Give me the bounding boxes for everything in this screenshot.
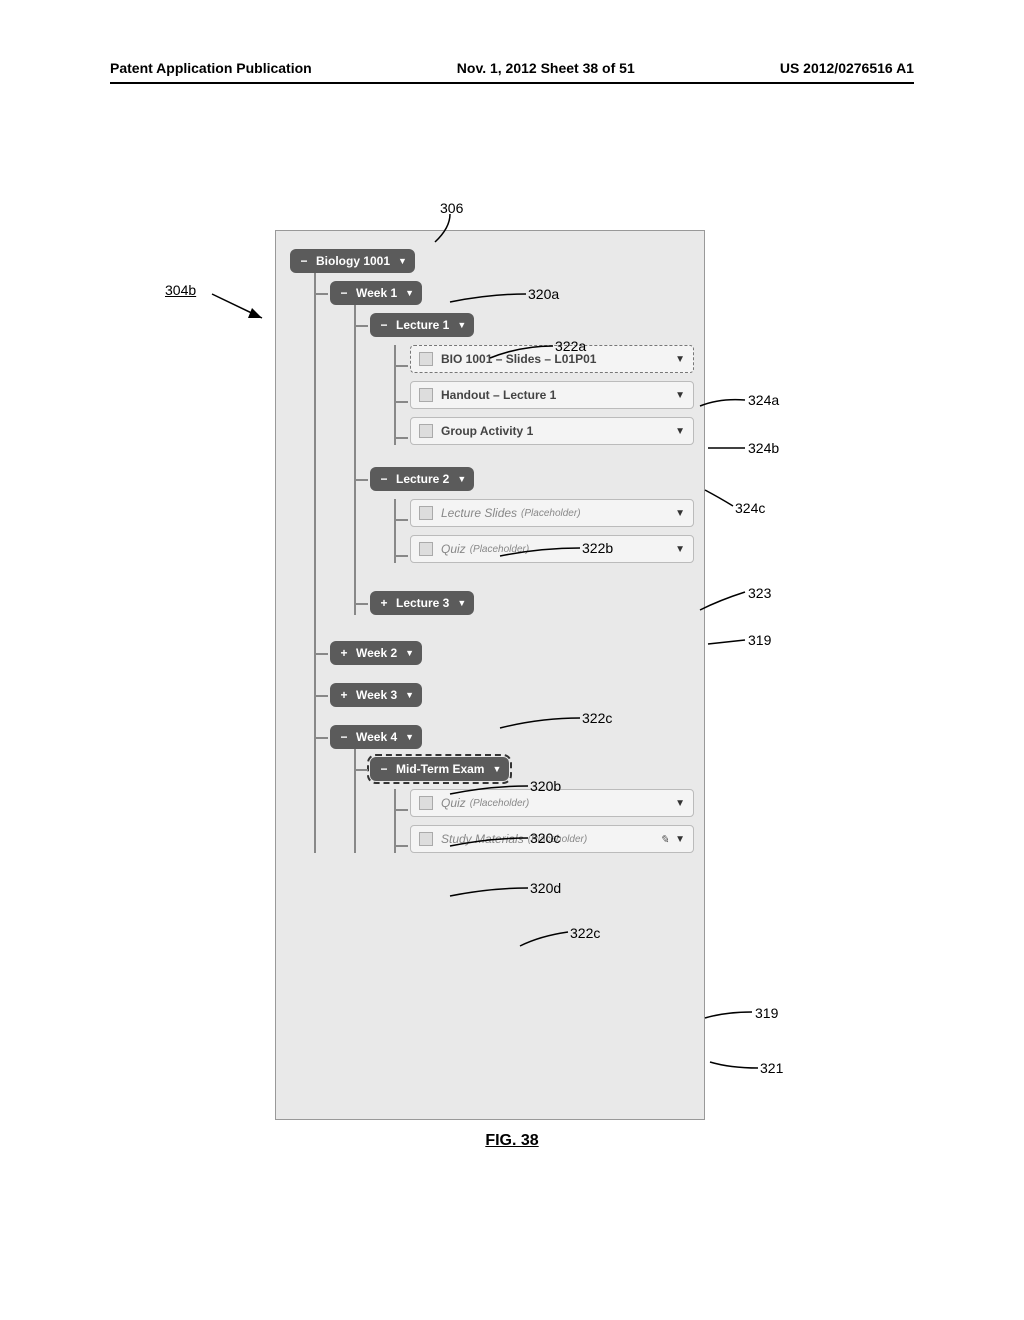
lecture-node[interactable]: + Lecture 3 ▼ — [370, 591, 474, 615]
chevron-down-icon[interactable]: ▼ — [457, 474, 466, 484]
chevron-down-icon[interactable]: ▼ — [405, 732, 414, 742]
content-leaf-activity[interactable]: Group Activity 1 ▼ — [410, 417, 694, 445]
header-center: Nov. 1, 2012 Sheet 38 of 51 — [457, 60, 635, 76]
leaf-label: Study Materials — [441, 832, 524, 846]
content-leaf-slides[interactable]: BIO 1001 – Slides – L01P01 ▼ — [410, 345, 694, 373]
week-node[interactable]: + Week 2 ▼ — [330, 641, 422, 665]
chevron-down-icon[interactable]: ▼ — [457, 598, 466, 608]
expand-icon[interactable]: + — [378, 596, 390, 610]
collapse-icon[interactable]: − — [378, 762, 390, 776]
chevron-down-icon[interactable]: ▼ — [457, 320, 466, 330]
ref-322a: 322a — [555, 338, 586, 354]
quiz-icon — [419, 542, 433, 556]
ref-321: 321 — [760, 1060, 783, 1076]
header-left: Patent Application Publication — [110, 60, 312, 76]
ref-324a: 324a — [748, 392, 779, 408]
collapse-icon[interactable]: − — [298, 254, 310, 268]
ref-304b: 304b — [165, 282, 196, 298]
week-label: Week 3 — [356, 688, 397, 702]
edit-icon[interactable]: ✎ — [660, 833, 669, 846]
ref-319: 319 — [748, 632, 771, 648]
expand-icon[interactable]: + — [338, 646, 350, 660]
chevron-down-icon[interactable]: ▼ — [492, 764, 501, 774]
ref-306: 306 — [440, 200, 463, 216]
chevron-down-icon[interactable]: ▼ — [675, 426, 685, 437]
chevron-down-icon[interactable]: ▼ — [405, 648, 414, 658]
ref-324c: 324c — [735, 500, 765, 516]
lecture-label: Lecture 2 — [396, 472, 449, 486]
leaf-suffix: (Placeholder) — [521, 508, 580, 519]
expand-icon[interactable]: + — [338, 688, 350, 702]
figure-caption: FIG. 38 — [0, 1132, 1024, 1150]
week-node[interactable]: − Week 4 ▼ — [330, 725, 422, 749]
week-node[interactable]: + Week 3 ▼ — [330, 683, 422, 707]
collapse-icon[interactable]: − — [338, 286, 350, 300]
leaf-label: Handout – Lecture 1 — [441, 388, 556, 402]
ref-322b: 322b — [582, 540, 613, 556]
collapse-icon[interactable]: − — [338, 730, 350, 744]
header-rule — [110, 82, 914, 84]
root-label: Biology 1001 — [316, 254, 390, 268]
root-children: − Week 1 ▼ − Lecture 1 ▼ — [314, 273, 694, 853]
ref-319-bot: 319 — [755, 1005, 778, 1021]
chevron-down-icon[interactable]: ▼ — [675, 508, 685, 519]
leaf-label: BIO 1001 – Slides – L01P01 — [441, 352, 596, 366]
ref-320b: 320b — [530, 778, 561, 794]
lecture1-children: BIO 1001 – Slides – L01P01 ▼ Handout – L… — [394, 345, 694, 445]
slides-icon — [419, 506, 433, 520]
ref-322c: 322c — [582, 710, 612, 726]
week-label: Week 1 — [356, 286, 397, 300]
week4-children: − Mid-Term Exam ▼ Quiz (Placeholder) ▼ — [354, 749, 694, 853]
course-tree-panel: − Biology 1001 ▼ − Week 1 ▼ − Lecture 1 … — [275, 230, 705, 1120]
quiz-icon — [419, 796, 433, 810]
ref-324b: 324b — [748, 440, 779, 456]
lecture2-children: Lecture Slides (Placeholder) ▼ Quiz (Pla… — [394, 499, 694, 563]
week1-children: − Lecture 1 ▼ BIO 1001 – Slides – L01P01… — [354, 305, 694, 615]
chevron-down-icon[interactable]: ▼ — [405, 288, 414, 298]
chevron-down-icon[interactable]: ▼ — [675, 354, 685, 365]
header-right: US 2012/0276516 A1 — [780, 60, 914, 76]
ref-320d: 320d — [530, 880, 561, 896]
ref-320c: 320c — [530, 830, 560, 846]
lecture-label: Lecture 3 — [396, 596, 449, 610]
root-node[interactable]: − Biology 1001 ▼ — [290, 249, 415, 273]
chevron-down-icon[interactable]: ▼ — [675, 798, 685, 809]
midterm-node[interactable]: − Mid-Term Exam ▼ — [370, 757, 509, 781]
week-node[interactable]: − Week 1 ▼ — [330, 281, 422, 305]
ref-320a: 320a — [528, 286, 559, 302]
content-leaf-handout[interactable]: Handout – Lecture 1 ▼ — [410, 381, 694, 409]
chevron-down-icon[interactable]: ▼ — [398, 256, 407, 266]
lecture-node[interactable]: − Lecture 2 ▼ — [370, 467, 474, 491]
chevron-down-icon[interactable]: ▼ — [675, 834, 685, 845]
chevron-down-icon[interactable]: ▼ — [405, 690, 414, 700]
chevron-down-icon[interactable]: ▼ — [675, 544, 685, 555]
lecture-label: Lecture 1 — [396, 318, 449, 332]
group-icon — [419, 424, 433, 438]
content-leaf-placeholder-slides[interactable]: Lecture Slides (Placeholder) ▼ — [410, 499, 694, 527]
leaf-suffix: (Placeholder) — [470, 544, 529, 555]
leaf-label: Quiz — [441, 796, 466, 810]
ref-323: 323 — [748, 585, 771, 601]
collapse-icon[interactable]: − — [378, 318, 390, 332]
content-leaf-placeholder-quiz[interactable]: Quiz (Placeholder) ▼ — [410, 535, 694, 563]
week-label: Week 4 — [356, 730, 397, 744]
document-icon — [419, 832, 433, 846]
leaf-suffix: (Placeholder) — [470, 798, 529, 809]
chevron-down-icon[interactable]: ▼ — [675, 390, 685, 401]
ref-322c-bot: 322c — [570, 925, 600, 941]
midterm-label: Mid-Term Exam — [396, 762, 484, 776]
leaf-label: Lecture Slides — [441, 506, 517, 520]
week-label: Week 2 — [356, 646, 397, 660]
page-header: Patent Application Publication Nov. 1, 2… — [110, 60, 914, 76]
collapse-icon[interactable]: − — [378, 472, 390, 486]
leaf-label: Quiz — [441, 542, 466, 556]
lecture-node[interactable]: − Lecture 1 ▼ — [370, 313, 474, 337]
document-icon — [419, 388, 433, 402]
leaf-label: Group Activity 1 — [441, 424, 533, 438]
slides-icon — [419, 352, 433, 366]
